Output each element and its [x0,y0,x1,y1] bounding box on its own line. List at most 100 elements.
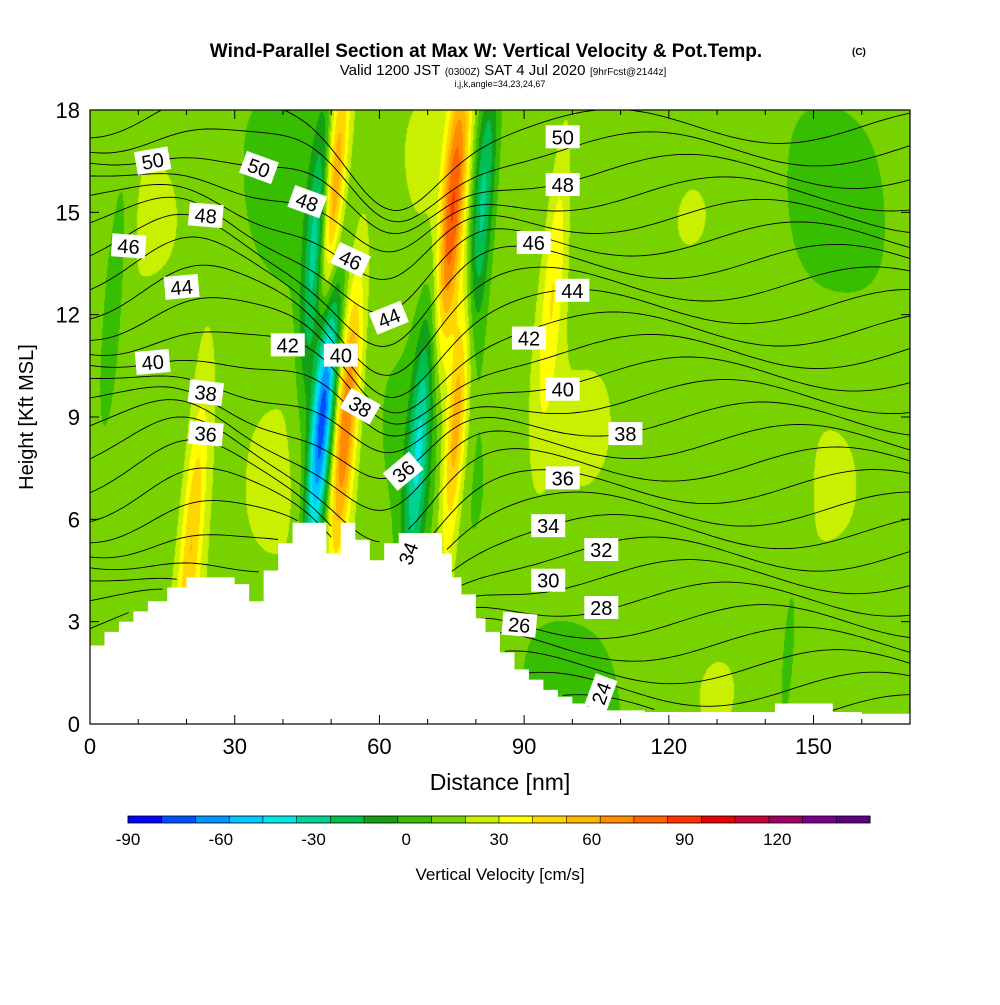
theta-contour-29 [90,588,910,640]
y-tick-label: 15 [56,200,80,225]
y-tick-label: 9 [68,405,80,430]
colorbar-tick-label: -30 [301,830,326,849]
colorbar-tick-label: -90 [116,830,141,849]
theta-contour-36 [90,416,910,543]
svg-text:42: 42 [518,329,540,351]
colorbar: -90 -60 -30 0 30 60 90 120 [116,815,871,849]
colorbar-swatch [330,816,365,823]
utc-time: (0300Z) [445,67,480,78]
x-tick-label: 30 [222,734,246,759]
colorbar-swatch [600,816,635,823]
svg-text:38: 38 [614,424,636,446]
contour-label: 32 [584,538,619,562]
valid-date: SAT 4 Jul 2020 [484,62,585,79]
colorbar-swatch [229,816,264,823]
colorbar-swatch [802,816,837,823]
colorbar-label: Vertical Velocity [cm/s] [415,865,584,884]
colorbar-swatch [296,816,331,823]
svg-text:30: 30 [537,571,559,593]
theta-contour-40 [90,356,910,437]
theta-contour-41 [90,331,910,425]
theta-contour-37 [90,399,910,511]
svg-text:44: 44 [170,276,194,300]
theta-contour-44 [90,236,910,376]
contour-label: 40 [323,343,358,368]
terrain [90,522,910,724]
colorbar-swatch [768,816,803,823]
theta-contour-49 [90,153,910,235]
colorbar-swatch [364,816,399,823]
svg-text:36: 36 [552,468,574,490]
contour-label: 44 [368,300,409,335]
theta-contour-26 [524,671,910,707]
theta-contour-50 [90,128,910,223]
colorbar-swatch [667,816,702,823]
x-tick-label: 60 [367,734,391,759]
colorbar-swatch [161,816,196,823]
svg-text:32: 32 [590,540,612,562]
svg-text:46: 46 [523,233,545,255]
theta-contour-32 [90,534,910,586]
colorbar-swatch [128,816,163,823]
colorbar-tick-label: 60 [582,830,601,849]
contour-label: 48 [187,202,224,229]
colorbar-swatch [262,816,298,823]
contour-label: 40 [545,377,580,402]
x-tick-label: 120 [650,734,687,759]
svg-text:38: 38 [193,382,218,407]
colorbar-swatch [499,816,534,823]
svg-text:44: 44 [561,281,583,303]
contour-label: 42 [511,326,546,351]
chart-title: Wind-Parallel Section at Max W: Vertical… [210,41,762,62]
theta-contour-34 [90,467,910,550]
forecast-time: [9hrFcst@2144z] [590,67,667,78]
theta-contour-30 [90,577,910,617]
y-tick-label: 6 [68,507,80,532]
chart-subtitle: Valid 1200 JST (0300Z) SAT 4 Jul 2020 [9… [340,62,667,79]
valid-time: Valid 1200 JST [340,62,441,79]
y-tick-label: 0 [68,712,80,737]
theta-contour-46 [90,196,910,314]
svg-text:50: 50 [140,149,166,175]
contour-label: 44 [163,273,200,300]
colorbar-swatch [633,816,669,823]
colorbar-tick-label: -60 [208,830,233,849]
colorbar-swatch [735,816,770,823]
svg-text:36: 36 [194,423,218,447]
contour-label: 24 [584,673,618,714]
copyright-mark: (C) [852,47,866,58]
theta-contour-39 [90,375,910,454]
theta-contour-27 [504,649,910,685]
x-tick-label: 150 [795,734,832,759]
colorbar-swatch [195,816,230,823]
y-axis-label: Height [Kft MSL] [16,344,38,490]
theta-contour-38 [90,386,910,479]
theta-contour-47 [90,184,910,280]
svg-text:50: 50 [552,127,574,149]
grid-indices: i,j,k,angle=34,23,24,67 [455,79,546,89]
colorbar-swatch [431,816,466,823]
x-tick-label: 90 [512,734,536,759]
theta-contour-31 [90,559,910,599]
svg-text:40: 40 [141,351,165,375]
contour-label: 34 [531,514,566,538]
colorbar-tick-label: 120 [763,830,791,849]
contour-label: 38 [608,422,643,446]
contour-label: 40 [134,348,171,375]
contour-label: 34 [391,533,425,574]
x-tick-label: 0 [84,734,96,759]
y-tick-label: 18 [56,98,80,123]
contour-label: 36 [545,466,580,490]
contour-label: 28 [584,596,619,620]
colorbar-swatch [701,816,736,823]
theta-contour-45 [90,213,910,347]
svg-text:26: 26 [507,614,531,638]
contour-label: 42 [270,333,305,357]
contour-label: 46 [516,231,551,255]
svg-text:40: 40 [552,380,574,402]
contour-label: 46 [110,233,147,259]
colorbar-swatch [397,816,432,823]
svg-text:48: 48 [552,175,574,197]
y-tick-label: 3 [68,610,80,635]
